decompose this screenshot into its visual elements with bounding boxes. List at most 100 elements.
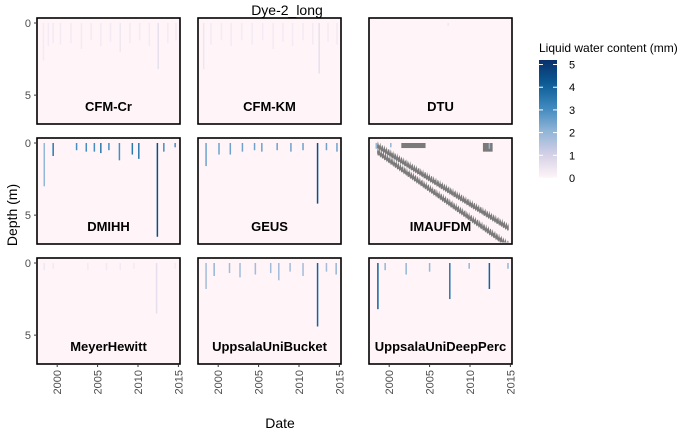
x-tick-label: 2015 (173, 370, 185, 394)
lwc-event (108, 143, 110, 151)
panel-label: UppsalaUniBucket (212, 339, 328, 354)
lwc-event (428, 263, 431, 272)
x-tick-label: 2005 (93, 370, 105, 394)
lwc-event (109, 23, 112, 42)
lwc-event (218, 143, 220, 155)
lwc-event (449, 263, 451, 300)
panel-label: UppsalaUniDeepPerc (375, 339, 507, 354)
lwc-event (335, 263, 337, 275)
legend-tick-label: 0 (569, 173, 575, 185)
panel-label: MeyerHewitt (70, 339, 147, 354)
lwc-event (318, 23, 320, 74)
legend-tick-label: 3 (569, 105, 575, 117)
lwc-event (157, 23, 159, 70)
y-tick-label: 0 (25, 138, 31, 150)
legend-tick-label: 1 (569, 150, 575, 162)
lwc-event (43, 263, 46, 271)
lwc-event (205, 263, 207, 289)
lwc-event (90, 23, 92, 41)
panel-frame (368, 17, 513, 125)
lwc-event (138, 143, 140, 159)
lwc-event (240, 23, 243, 41)
x-axis-title: Date (265, 415, 295, 431)
lwc-event (131, 143, 134, 155)
panel-background (37, 138, 180, 244)
lwc-event (302, 143, 304, 151)
lwc-event (325, 263, 328, 272)
lwc-event (327, 23, 329, 42)
lwc-event (325, 143, 328, 151)
x-tick-label: 2010 (294, 370, 306, 394)
lwc-event (282, 23, 284, 42)
lwc-event (229, 143, 232, 155)
lwc-event (118, 143, 121, 161)
refrozen-band (377, 141, 509, 232)
lwc-event (70, 23, 72, 44)
lwc-event (239, 263, 241, 278)
lwc-event (75, 143, 78, 151)
lwc-event (278, 263, 280, 281)
lwc-event (390, 143, 392, 148)
x-tick-label: 2000 (52, 370, 64, 394)
legend-title: Liquid water content (mm) (539, 41, 678, 55)
lwc-event (59, 23, 62, 45)
lwc-event (174, 263, 176, 269)
lwc-event (507, 263, 509, 269)
lwc-event (85, 143, 88, 152)
lwc-event (213, 263, 215, 276)
lwc-event (205, 143, 207, 167)
lwc-event (129, 23, 131, 44)
lwc-event (155, 263, 158, 314)
lwc-event (251, 23, 253, 45)
panel-frame (197, 17, 342, 125)
lwc-event (210, 23, 212, 45)
refrozen-patch (401, 143, 426, 149)
lwc-event (87, 263, 89, 271)
lwc-event (488, 143, 491, 149)
lwc-event (261, 23, 264, 41)
lwc-event (119, 23, 121, 52)
lwc-event (302, 23, 304, 41)
legend-tick-label: 2 (569, 128, 575, 140)
lwc-event (119, 263, 121, 271)
lwc-event (336, 143, 338, 152)
panel-frame (368, 257, 513, 365)
lwc-event (336, 23, 338, 45)
panel-frame (197, 257, 342, 365)
panel-label: DTU (427, 99, 454, 114)
y-tick-label: 0 (25, 258, 31, 270)
lwc-event (316, 143, 319, 204)
lwc-event (316, 263, 319, 327)
lwc-event (375, 143, 378, 149)
lwc-event (311, 23, 314, 45)
lwc-event (377, 263, 379, 310)
lwc-event (220, 23, 223, 41)
panel-background (369, 258, 512, 364)
lwc-event (175, 23, 177, 41)
x-tick-label: 2005 (425, 370, 437, 394)
legend-ticks: 0 1 2 3 4 5 (539, 60, 575, 185)
lwc-event (93, 143, 96, 152)
lwc-event (138, 23, 141, 41)
lwc-event (468, 263, 470, 269)
panel-label: IMAUFDM (410, 219, 471, 234)
panel-geus: GEUS (197, 137, 342, 245)
lwc-event (254, 263, 257, 275)
y-tick-label: 5 (25, 90, 31, 102)
lwc-event (447, 23, 449, 26)
panel-cfm-cr: CFM-Cr 0 5 (25, 17, 181, 125)
lwc-event (156, 143, 159, 237)
legend: Liquid water content (mm) 0 1 2 3 4 5 (539, 41, 678, 185)
x-tick-label: 2010 (465, 370, 477, 394)
lwc-event (261, 143, 263, 152)
legend-tick-label: 5 (569, 60, 575, 72)
panel-label: GEUS (251, 219, 288, 234)
lwc-event (302, 263, 304, 276)
legend-tick-label: 4 (569, 82, 575, 94)
panel-meyerhewitt: MeyerHewitt 0 5 2000 2005 2010 2015 (25, 257, 185, 394)
lwc-event (276, 143, 278, 151)
x-tick-label: 2010 (133, 370, 145, 394)
lwc-event (47, 23, 50, 47)
panel-frame (368, 137, 513, 245)
